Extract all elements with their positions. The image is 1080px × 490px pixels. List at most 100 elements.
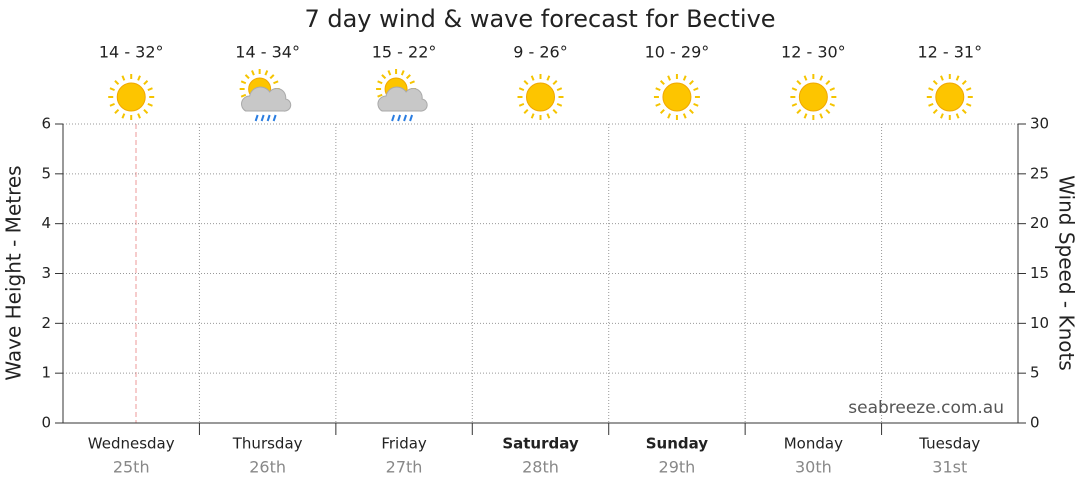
y2-tick-label: 0	[1030, 414, 1040, 432]
date-label: 27th	[386, 458, 423, 477]
rain-drop	[397, 114, 402, 122]
sun-disc	[935, 82, 965, 112]
rain-drop	[391, 114, 396, 122]
temperature: 15 - 22°	[372, 43, 437, 62]
sun-ray	[659, 109, 665, 114]
sun-ray	[137, 75, 141, 81]
sun-ray	[147, 87, 153, 92]
rain-drop	[272, 114, 277, 122]
sun-ray	[825, 80, 831, 85]
sun-ray	[530, 75, 535, 81]
y-tick-label: 4	[41, 214, 51, 232]
x-tick-label: Saturday	[502, 435, 579, 453]
sun-ray	[803, 113, 808, 119]
sun-ray	[796, 109, 802, 114]
sun-icon	[790, 74, 837, 120]
cloud	[377, 86, 428, 112]
sun-ray	[143, 109, 149, 114]
sun-ray	[552, 109, 558, 114]
y2-tick-label: 15	[1030, 264, 1049, 282]
x-tick-label: Friday	[381, 435, 427, 453]
sun-ray	[244, 74, 250, 80]
date-label: 28th	[522, 458, 559, 477]
sun-ray	[109, 102, 115, 107]
sun-ray	[819, 113, 824, 119]
sun-ray	[796, 80, 802, 85]
sun-ray	[791, 102, 798, 107]
y-tick-label: 0	[41, 414, 51, 432]
sun-ray	[530, 113, 535, 119]
sun-ray	[523, 109, 529, 114]
sun-ray	[961, 109, 967, 114]
sun-ray	[825, 109, 831, 114]
sun-ray	[955, 113, 960, 119]
sun-ray	[667, 113, 671, 119]
temperature: 12 - 31°	[917, 43, 982, 62]
sun-disc	[662, 82, 692, 112]
sun-ray	[819, 75, 824, 81]
chart-title: 7 day wind & wave forecast for Bective	[304, 5, 775, 33]
sun-ray	[381, 74, 387, 80]
sun-ray	[791, 87, 798, 92]
temperature: 10 - 29°	[645, 43, 710, 62]
date-label: 25th	[113, 458, 150, 477]
sun-ray	[928, 102, 934, 107]
sun-ray	[655, 87, 661, 92]
x-tick-label: Tuesday	[918, 435, 980, 453]
sun-ray	[803, 75, 808, 81]
y-tick-label: 6	[41, 115, 51, 133]
y-tick-label: 3	[41, 264, 51, 282]
sun-disc	[116, 82, 146, 112]
sun-icon	[926, 74, 973, 120]
sun-ray	[966, 102, 972, 107]
sun-ray	[556, 87, 563, 92]
sun-ray	[552, 80, 558, 85]
sun-ray	[269, 74, 275, 80]
date-label: 30th	[795, 458, 832, 477]
y2-tick-label: 30	[1030, 115, 1049, 133]
sun-ray	[688, 109, 694, 114]
watermark: seabreeze.com.au	[848, 398, 1004, 418]
sun-ray	[518, 87, 525, 92]
sun-icon	[517, 74, 564, 120]
sun-ray	[114, 80, 120, 85]
sun-ray	[932, 80, 938, 85]
rain-drop	[260, 114, 265, 122]
temperature: 9 - 26°	[513, 43, 567, 62]
sun-ray	[655, 102, 661, 107]
x-tick-label: Wednesday	[88, 435, 175, 453]
sun-ray	[264, 70, 269, 76]
sun-ray	[121, 75, 126, 81]
sun-disc	[526, 82, 555, 112]
y2-tick-label: 25	[1030, 164, 1049, 182]
sun-ray	[966, 87, 972, 92]
sun-ray	[940, 75, 944, 81]
y-tick-label: 2	[41, 314, 51, 332]
sun-ray	[240, 80, 247, 85]
sun-ray	[556, 102, 563, 107]
y2-axis-label: Wind Speed - Knots	[1055, 175, 1079, 371]
sun-ray	[961, 80, 967, 85]
sun-ray	[137, 113, 141, 119]
sun-ray	[114, 109, 120, 114]
sun-ray	[400, 70, 405, 76]
sun-ray	[693, 102, 699, 107]
y-axis-label: Wave Height - Metres	[2, 165, 26, 380]
cloud	[241, 86, 292, 112]
sun-ray	[955, 75, 960, 81]
y-tick-label: 5	[41, 164, 51, 182]
sun-ray	[109, 87, 115, 92]
rain-drop	[403, 114, 408, 122]
cloud-icon	[377, 86, 428, 122]
sun-ray	[405, 74, 411, 80]
sun-ray	[546, 113, 551, 119]
sun-ray	[546, 75, 551, 81]
sun-ray	[377, 80, 383, 85]
sun-disc	[798, 82, 828, 112]
y2-tick-label: 10	[1030, 314, 1049, 332]
y-tick-label: 1	[41, 364, 51, 382]
sun-ray	[928, 87, 934, 92]
sun-ray	[659, 80, 665, 85]
x-tick-label: Monday	[784, 435, 843, 453]
cloud-icon	[241, 86, 292, 122]
